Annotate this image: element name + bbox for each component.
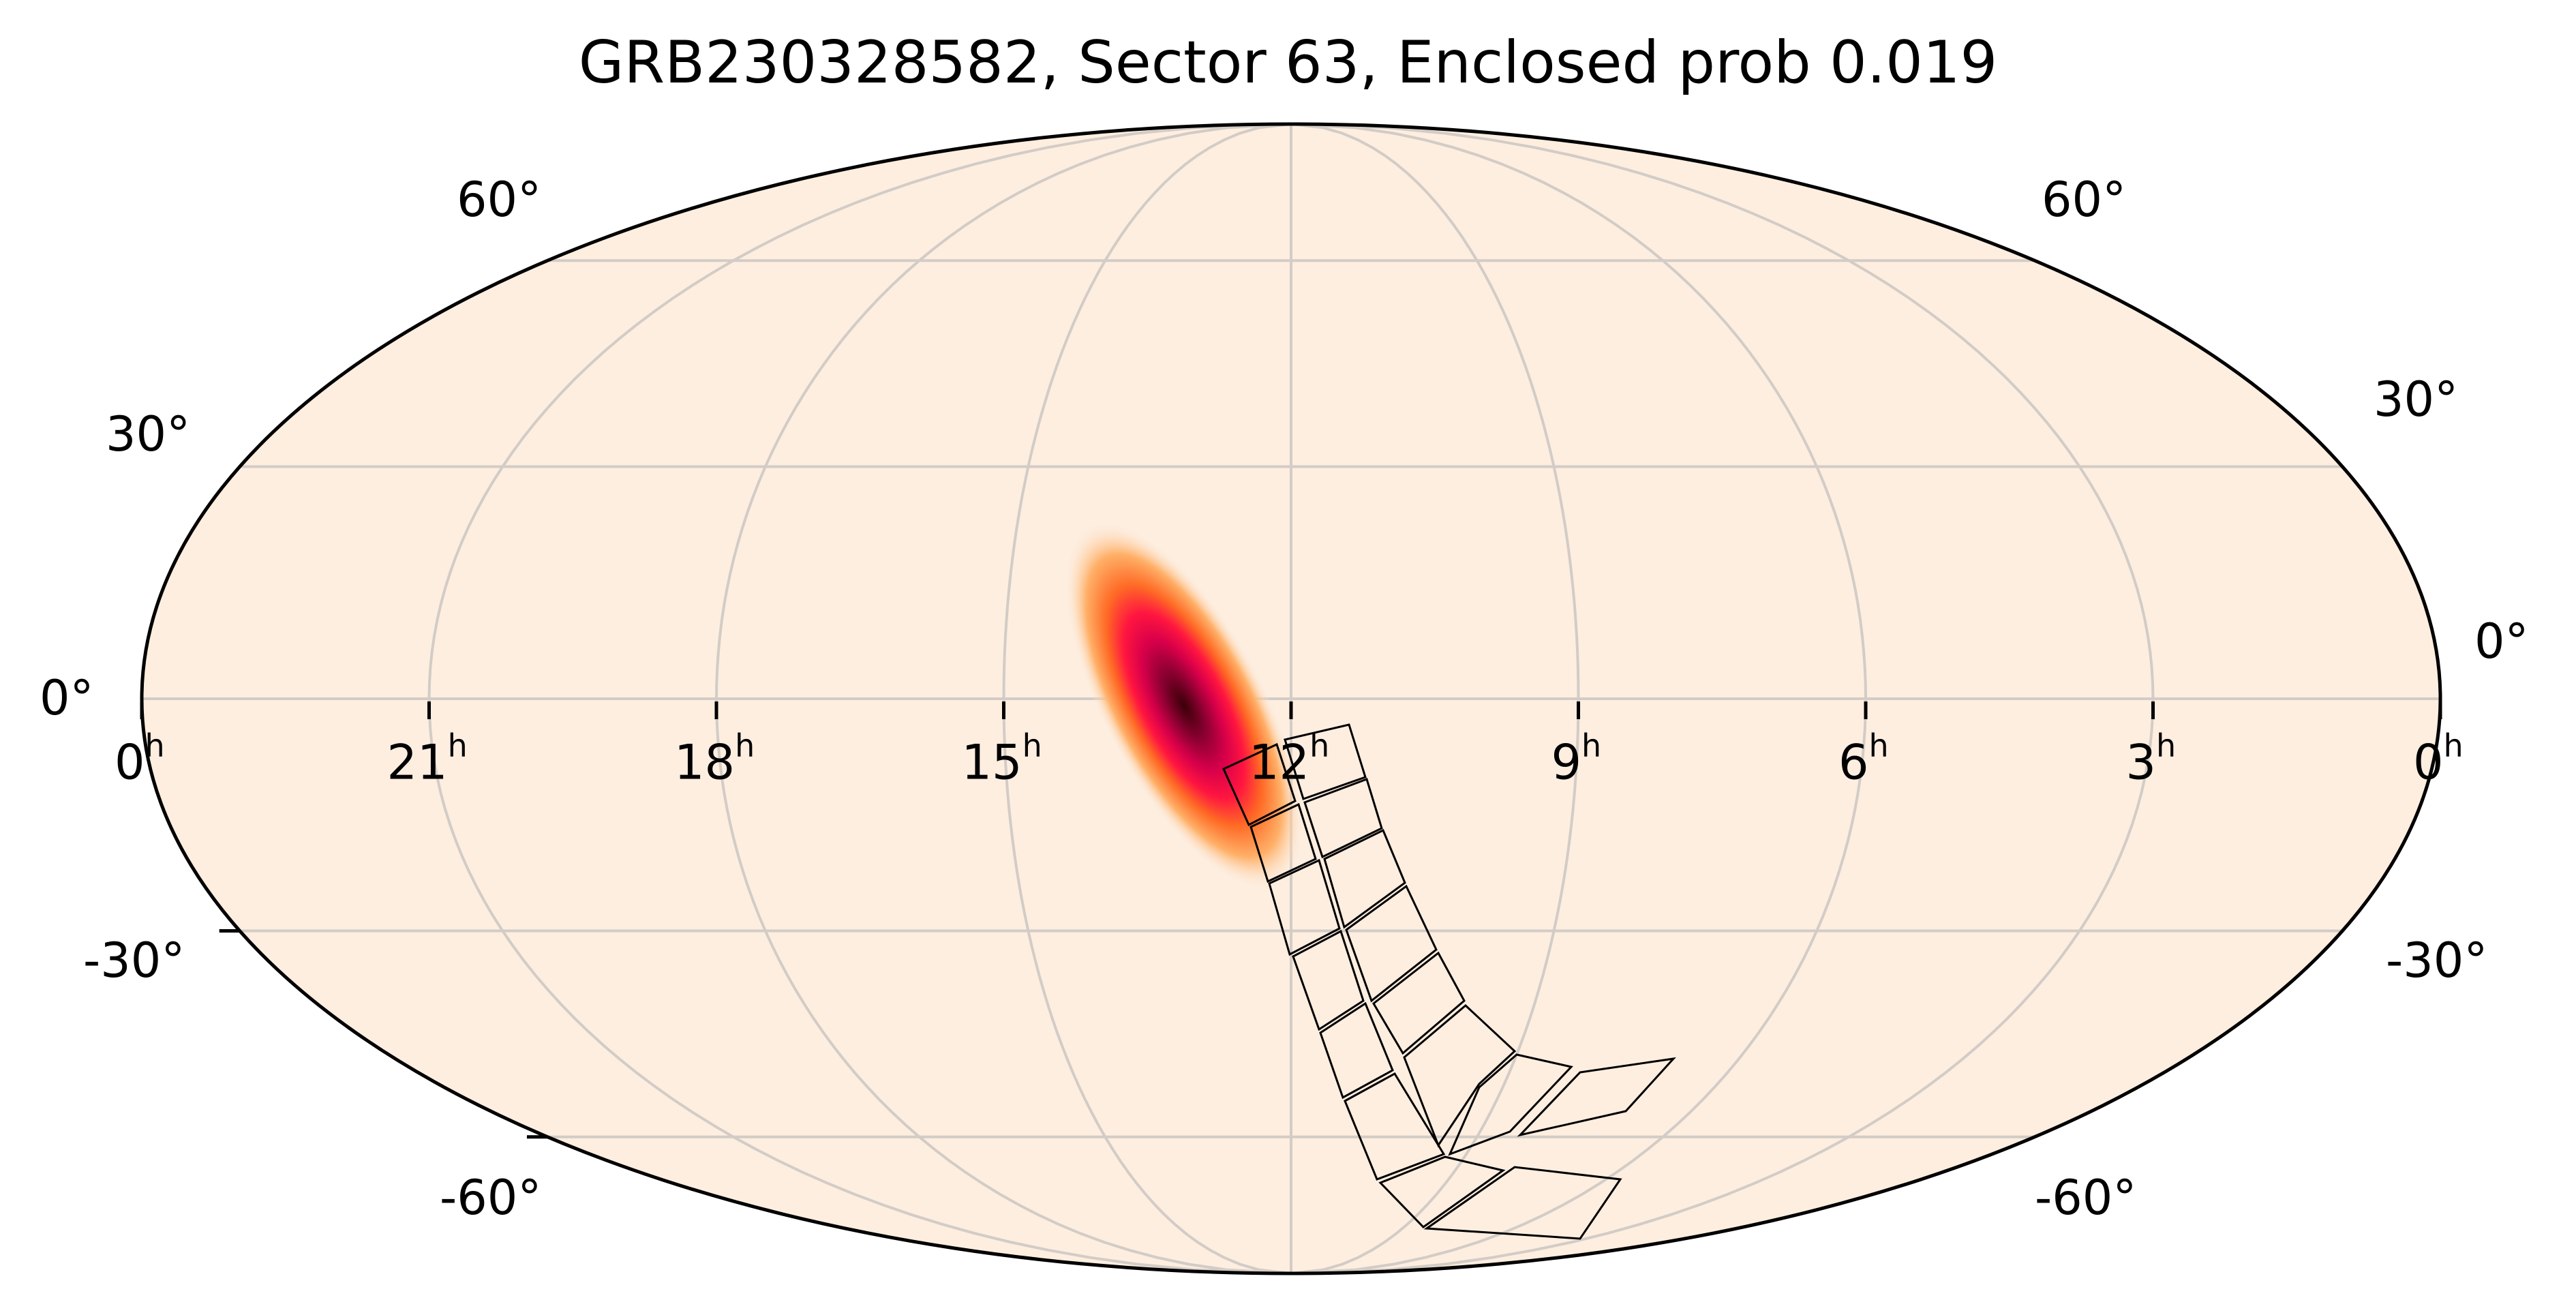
ccd-footprint — [1323, 828, 1406, 929]
dec-tick-label-right: -60° — [2035, 1170, 2137, 1226]
ccd-footprint — [1423, 1166, 1622, 1240]
ra-tick-label: 6h — [1838, 727, 1889, 791]
dec-tick-label-right: -30° — [2386, 933, 2488, 988]
ra-tick-label: 3h — [2125, 727, 2177, 791]
ccd-footprint — [1268, 858, 1341, 956]
ccd-footprint — [1517, 1057, 1676, 1137]
dec-tick-label-left: -30° — [83, 933, 185, 988]
ra-tick-label: 12h — [1249, 727, 1330, 791]
ra-tick-label: 18h — [674, 727, 755, 791]
probability-blob — [1064, 521, 1304, 890]
ccd-footprint — [1319, 1001, 1394, 1100]
ccd-footprint — [1372, 951, 1466, 1055]
ra-tick-label: 0h — [115, 727, 165, 791]
dec-tick-label-right: 60° — [2042, 172, 2127, 228]
chart-title: GRB230328582, Sector 63, Enclosed prob 0… — [578, 29, 1998, 97]
tess-footprint — [1222, 723, 1676, 1240]
dec-tick-label-left: 30° — [106, 406, 191, 462]
ra-tick-label: 21h — [387, 727, 468, 791]
ccd-footprint — [1403, 1003, 1517, 1148]
ra-tick-label: 15h — [961, 727, 1042, 791]
ra-tick-label: 9h — [1551, 727, 1602, 791]
ccd-footprint — [1448, 1053, 1573, 1156]
dec-tick-label-left: 0° — [40, 670, 94, 726]
map-outline — [140, 122, 2442, 1275]
dec-tick-label-left: -60° — [440, 1170, 542, 1226]
ccd-footprint — [1345, 884, 1438, 1003]
dec-tick-label-left: 60° — [457, 172, 542, 228]
ccd-footprint — [1284, 723, 1367, 800]
ccd-footprint — [1249, 802, 1317, 883]
ra-tick-label: 0h — [2413, 727, 2464, 791]
ccd-footprint — [1303, 778, 1383, 859]
dec-tick-label-right: 30° — [2374, 372, 2459, 427]
ccd-footprint — [1222, 742, 1297, 827]
ccd-footprint — [1344, 1072, 1446, 1181]
dec-tick-label-right: 0° — [2474, 614, 2529, 669]
ccd-footprint — [1292, 929, 1365, 1031]
ccd-footprint — [1378, 1155, 1506, 1228]
